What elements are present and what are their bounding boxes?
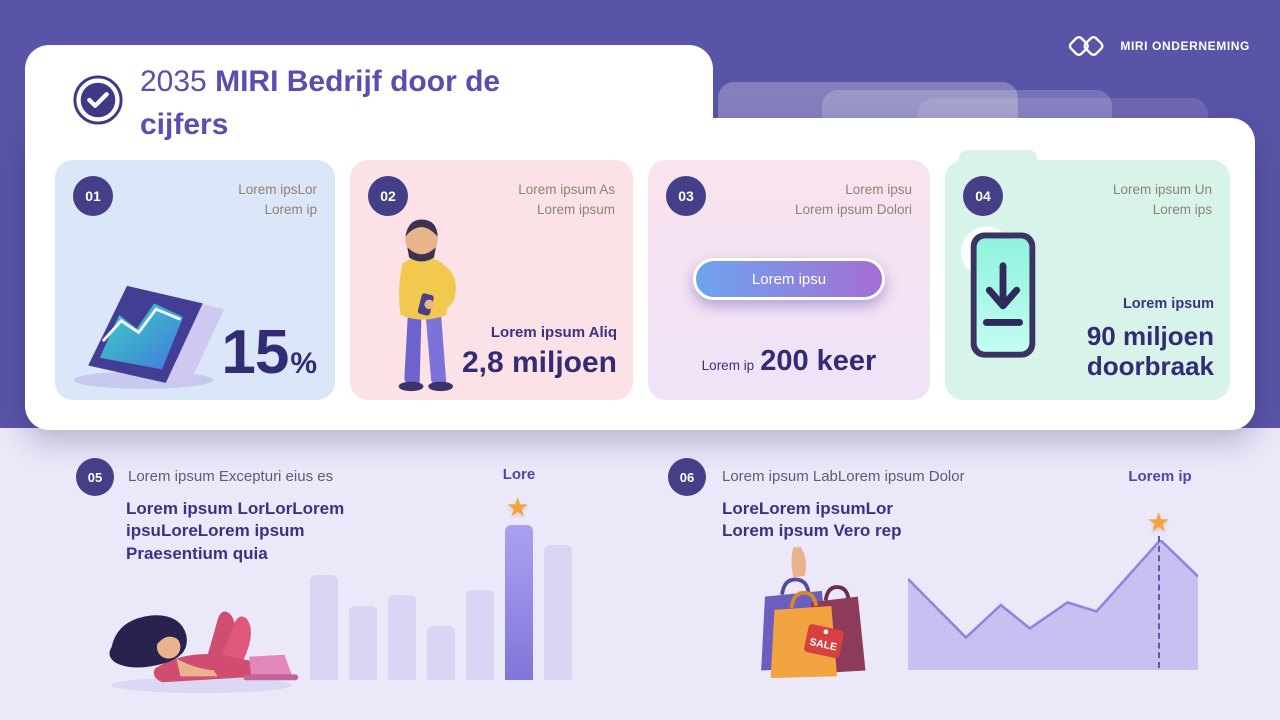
- brand-name: MIRI ONDERNEMING: [1120, 39, 1250, 53]
- bar: [466, 590, 494, 680]
- stat-value-line: 90 miljoen: [1086, 320, 1214, 351]
- note-line: Lorem ip: [264, 202, 317, 218]
- stat-unit: %: [290, 347, 317, 380]
- title-main: MIRI Bedrijf door de cijfers: [140, 65, 501, 141]
- stat-card-04: 04 Lorem ipsum Un Lorem ips Lorem ipsum: [945, 150, 1230, 400]
- bar: [349, 605, 377, 680]
- note-line: Lorem ipsum Dolori: [794, 202, 912, 218]
- card-number-badge: 04: [963, 176, 1003, 216]
- body-line: Praesentium quia: [126, 543, 268, 563]
- woman-laptop-illustration: [109, 611, 299, 694]
- card-number-badge: 01: [73, 176, 113, 216]
- stat-text-block: Lorem ip 200 keer: [648, 345, 930, 378]
- note-line: Lorem ipsum As: [518, 182, 615, 197]
- bar-chart-label: Lore: [502, 466, 536, 483]
- stat-card-01: 01 Lorem ipsLor Lorem ip 15 %: [55, 160, 335, 400]
- star-icon: ★: [1147, 507, 1171, 537]
- section-body: LoreLorem ipsumLor Lorem ipsum Vero rep: [722, 498, 902, 543]
- bar: [427, 625, 455, 680]
- gradient-pill-button[interactable]: Lorem ipsu: [693, 258, 885, 300]
- section-subtitle: Lorem ipsum Excepturi eius es: [128, 468, 334, 485]
- stat-value: 200 keer: [760, 345, 877, 377]
- title-card: 2035 MIRI Bedrijf door de cijfers: [25, 45, 713, 145]
- section-body: Lorem ipsum LorLorLorem ipsuLoreLorem ip…: [126, 498, 344, 565]
- stat-text-block: Lorem ipsum Aliq 2,8 miljoen: [462, 324, 617, 380]
- stat-value: 2,8 miljoen: [461, 346, 617, 379]
- bar: [544, 545, 572, 680]
- section-number-badge: 06: [668, 458, 706, 496]
- stat-text-block: Lorem ipsum 90 miljoen doorbraak: [1087, 296, 1214, 382]
- bar: [310, 574, 338, 680]
- chart-3d-illustration: [73, 285, 225, 389]
- body-line: LoreLorem ipsumLor: [722, 499, 893, 518]
- note-line: Lorem ipsLor: [238, 182, 317, 197]
- section-number-badge: 05: [76, 458, 114, 496]
- phone-download-illustration: [960, 226, 1036, 358]
- sale-tag: SALE: [804, 624, 844, 659]
- note-line: Lorem ipsu: [845, 182, 912, 197]
- stat-card-02: 02 Lorem ipsum As Lorem ipsum Lorem ipsu…: [350, 160, 633, 400]
- note-line: Lorem ips: [1152, 202, 1212, 218]
- stat-number: 15: [221, 318, 289, 387]
- stat-value: 15 %: [221, 317, 317, 388]
- shopping-bags-illustration: SALE: [761, 547, 866, 679]
- note-line: Lorem ipsum: [536, 202, 615, 218]
- bar: [505, 525, 533, 680]
- note-line: Lorem ipsum Un: [1112, 182, 1212, 197]
- body-line: Lorem ipsum LorLorLorem: [126, 499, 345, 518]
- body-line: Lorem ipsum Vero rep: [722, 521, 902, 541]
- title-year: 2035: [140, 65, 207, 98]
- person-illustration: [398, 219, 456, 392]
- area-chart-label: Lorem ip: [1128, 468, 1192, 485]
- bar-chart: [310, 525, 572, 680]
- stat-label: Lorem ipsum: [1122, 295, 1214, 312]
- stat-value-line: doorbraak: [1086, 351, 1214, 382]
- stat-value: 90 miljoen doorbraak: [1087, 321, 1214, 382]
- bar: [388, 594, 416, 680]
- check-badge-icon: [73, 75, 123, 125]
- page-title: 2035 MIRI Bedrijf door de cijfers: [140, 61, 590, 146]
- card-number-badge: 02: [368, 176, 408, 216]
- card-tab: [959, 150, 1037, 166]
- body-line: ipsuLoreLorem ipsum: [126, 521, 305, 541]
- card-number-badge: 03: [666, 176, 706, 216]
- marker-dotted-line: [1158, 536, 1160, 668]
- stat-card-03: 03 Lorem ipsu Lorem ipsum Dolori Lorem i…: [648, 160, 930, 400]
- section-subtitle: Lorem ipsum LabLorem ipsum Dolor: [722, 468, 965, 485]
- card-note: Lorem ipsu Lorem ipsum Dolori: [795, 180, 912, 221]
- area-chart: [908, 540, 1198, 670]
- card-note: Lorem ipsLor Lorem ip: [238, 180, 317, 221]
- stat-label: Lorem ip: [701, 358, 755, 373]
- card-note: Lorem ipsum Un Lorem ips: [1113, 180, 1212, 221]
- brand-logo-icon: [1069, 35, 1104, 57]
- star-icon: ★: [506, 492, 530, 522]
- brand: MIRI ONDERNEMING: [1066, 32, 1250, 60]
- stat-label: Lorem ipsum Aliq: [490, 324, 617, 341]
- card-note: Lorem ipsum As Lorem ipsum: [518, 180, 615, 221]
